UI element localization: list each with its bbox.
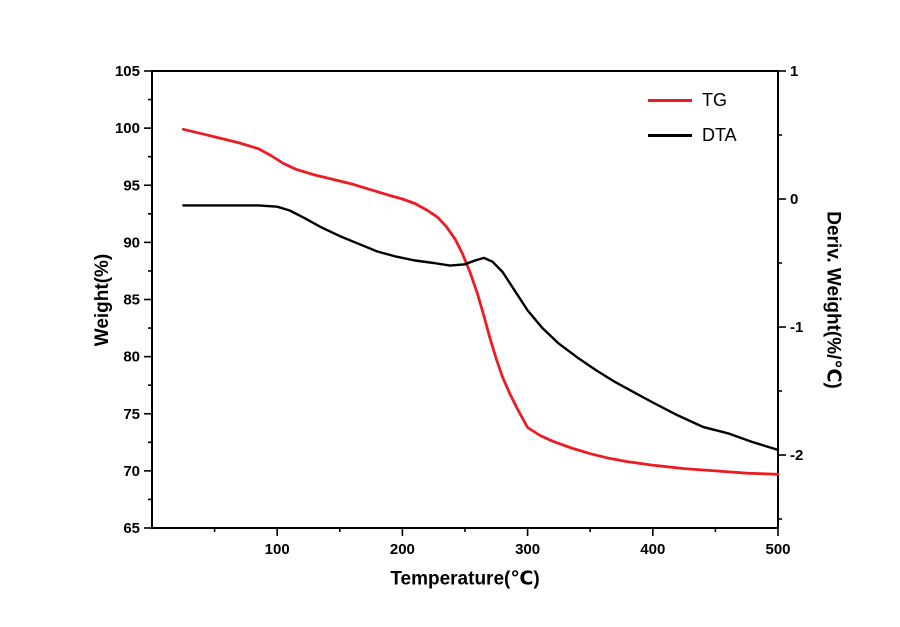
svg-text:105: 105 [115, 63, 140, 80]
svg-text:0: 0 [790, 191, 798, 208]
svg-text:80: 80 [123, 349, 140, 366]
legend-item-tg: TG [648, 90, 737, 111]
svg-text:90: 90 [123, 234, 140, 251]
chart-legend: TG DTA [648, 90, 737, 146]
svg-text:95: 95 [123, 177, 140, 194]
svg-text:-2: -2 [790, 447, 803, 464]
svg-text:70: 70 [123, 463, 140, 480]
legend-item-dta: DTA [648, 125, 737, 146]
legend-label-tg: TG [702, 90, 727, 110]
y-axis-left-title: Weight(%) [92, 253, 113, 347]
svg-text:75: 75 [123, 406, 140, 423]
x-axis-title: Temperature(℃) [390, 568, 540, 590]
tg-line-swatch [648, 99, 692, 102]
svg-text:300: 300 [515, 541, 540, 558]
svg-text:-1: -1 [790, 319, 803, 336]
svg-text:100: 100 [265, 541, 290, 558]
svg-text:1: 1 [790, 63, 798, 80]
legend-label-dta: DTA [702, 125, 737, 145]
svg-text:400: 400 [640, 541, 665, 558]
svg-text:65: 65 [123, 520, 140, 537]
y-axis-right-title: Deriv. Weight(%/℃) [822, 211, 844, 389]
svg-text:85: 85 [123, 292, 140, 309]
svg-text:500: 500 [765, 541, 790, 558]
dta-line-swatch [648, 134, 692, 137]
svg-text:200: 200 [390, 541, 415, 558]
svg-text:100: 100 [115, 120, 140, 137]
